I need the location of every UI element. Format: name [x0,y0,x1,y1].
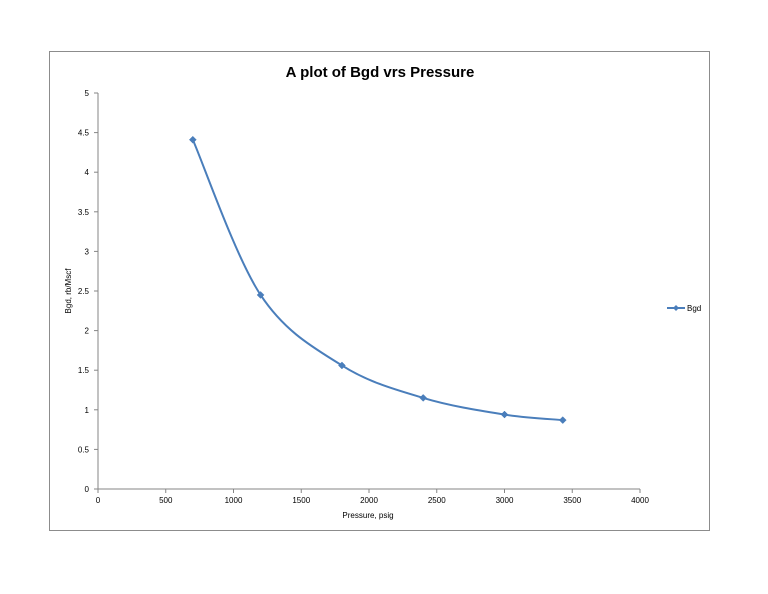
plot-area: 0 0.5 1 1.5 2 2.5 3 3.5 4 4.5 5 0 500 1000 1500 2000 250… [78,89,650,505]
y-tick-label: 1 [85,406,90,415]
chart-svg: A plot of Bgd vrs Pressure 0 0.5 1 1.5 2 2.5 3… [64,64,701,520]
y-tick-label: 3 [85,247,90,256]
y-tick-label: 4.5 [78,129,90,138]
chart-title: A plot of Bgd vrs Pressure [286,64,475,81]
x-axis-title: Pressure, psig [342,511,393,520]
data-point [256,291,265,299]
x-tick-label: 1000 [225,496,243,505]
x-tick-label: 3000 [496,496,514,505]
y-tick-label: 0 [85,485,90,494]
data-point [500,410,509,419]
x-tick-label: 500 [159,496,173,505]
series-line-bgd [191,139,563,422]
x-tick-label: 4000 [631,496,649,505]
y-tick-label: 2.5 [78,287,90,296]
data-point [338,361,346,370]
y-tick-label: 2 [85,327,90,336]
data-point [188,135,197,144]
x-tick-label: 1500 [292,496,310,505]
y-tick-label: 0.5 [78,445,90,454]
y-axis-title: Bgd, rb/Mscf [64,268,73,314]
y-tick-label: 1.5 [78,366,90,375]
chart-area: A plot of Bgd vrs Pressure 0 0.5 1 1.5 2 2.5 3… [49,51,710,531]
x-tick-label: 2000 [360,496,378,505]
y-tick-label: 4 [85,168,90,177]
y-tick-label: 5 [85,89,90,98]
legend: Bgd [667,304,701,313]
legend-label: Bgd [687,304,701,313]
y-tick-label: 3.5 [78,208,90,217]
data-point [419,394,428,402]
x-tick-label: 2500 [428,496,446,505]
legend-marker [673,305,679,311]
x-tick-label: 3500 [563,496,581,505]
x-tick-label: 0 [96,496,101,505]
data-point [558,416,567,424]
